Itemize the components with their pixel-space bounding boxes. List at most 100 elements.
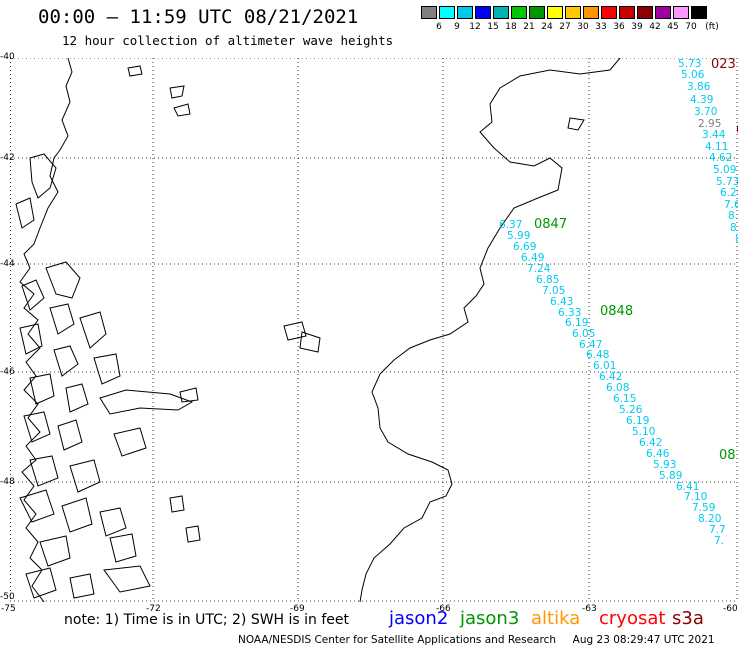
legend-swatch [529, 6, 545, 19]
legend-swatch [601, 6, 617, 19]
legend-label: 27 [559, 22, 571, 32]
satellite-jason2: jason2 [389, 608, 449, 629]
legend-label: 36 [613, 22, 625, 32]
legend-swatch [511, 6, 527, 19]
lat-label: -46 [0, 367, 15, 377]
legend-label: 70 [685, 22, 697, 32]
wave-height-value: 3.44 [702, 129, 726, 141]
lat-label: -50 [0, 592, 15, 602]
wave-height-value: 8. [728, 210, 738, 222]
lon-label: -72 [146, 604, 161, 614]
wave-height-value: 7. [714, 535, 724, 547]
pass-time-label: 0847 [534, 217, 567, 232]
legend-unit: (ft) [705, 22, 719, 32]
satellite-cryosat: cryosat [599, 608, 666, 629]
coastline-argentina [359, 58, 621, 602]
wave-height-value: 6.42 [639, 437, 662, 449]
graticule [10, 58, 738, 602]
credit-line: NOAA/NESDIS Center for Satellite Applica… [238, 634, 715, 646]
wave-height-value: 6.01 [593, 360, 616, 372]
legend-label: 42 [649, 22, 661, 32]
wave-height-value: 6.19 [626, 415, 649, 427]
map-title: 00:00 – 11:59 UTC 08/21/2021 [38, 6, 359, 28]
legend-label: 6 [436, 22, 442, 32]
legend-swatch [691, 6, 707, 19]
wave-height-value: 6.42 [599, 371, 622, 383]
legend-swatch [439, 6, 455, 19]
wave-height-labels: 5.735.063.864.393.702.953.444.114.625.09… [499, 58, 738, 547]
pass-time-label: 0 [736, 123, 738, 138]
wave-height-value: 6.19 [565, 317, 588, 329]
lat-label: -42 [0, 153, 15, 163]
wave-height-value: 6.05 [572, 328, 595, 340]
legend-swatch [475, 6, 491, 19]
legend-label: 30 [577, 22, 589, 32]
lat-label: -44 [0, 259, 15, 269]
legend-label: 33 [595, 22, 607, 32]
wave-height-value: 5.73 [678, 58, 701, 70]
pass-time-labels: 023 0 0847 0848 08 [534, 58, 738, 463]
lon-label: -66 [436, 604, 451, 614]
wave-height-value: 5.99 [507, 230, 530, 242]
wave-height-value: 8.20 [698, 513, 721, 525]
wave-height-value: 6.43 [550, 296, 573, 308]
lat-label: -40 [0, 52, 15, 62]
wave-height-value: 5.10 [632, 426, 655, 438]
legend-swatch [421, 6, 437, 19]
satellite-jason3: jason3 [460, 608, 520, 629]
legend-label: 15 [487, 22, 499, 32]
lon-label: -63 [582, 604, 597, 614]
footer-note: note: 1) Time is in UTC; 2) SWH is in fe… [64, 612, 350, 628]
wave-height-value: 6.48 [586, 349, 609, 361]
legend-swatch [655, 6, 671, 19]
wave-height-value: 7.24 [527, 263, 551, 275]
lon-label: -75 [1, 604, 16, 614]
legend-label: 24 [541, 22, 553, 32]
wave-height-value: 5.09 [713, 164, 736, 176]
legend-label: 9 [454, 22, 460, 32]
wave-height-value: 6.46 [646, 448, 670, 460]
wave-height-value: 3.70 [694, 106, 717, 118]
wave-height-value: 6.33 [558, 307, 581, 319]
wave-height-value: 2.95 [698, 118, 721, 130]
legend-swatch [673, 6, 689, 19]
wave-height-value: 6.47 [579, 339, 602, 351]
legend-swatch [619, 6, 635, 19]
wave-height-value: 6.85 [536, 274, 559, 286]
lon-label: -69 [290, 604, 305, 614]
coastline-chile [15, 58, 201, 602]
lat-label: -48 [0, 477, 15, 487]
wave-height-value: 7.10 [684, 491, 707, 503]
wave-height-value: 6.49 [521, 252, 544, 264]
wave-height-value: 5.93 [653, 459, 676, 471]
wave-height-value: 5.89 [659, 470, 682, 482]
wave-height-value: 7.59 [692, 502, 715, 514]
wave-height-value: 7.7 [709, 524, 726, 536]
wave-height-value: 6.26 [720, 187, 738, 199]
map-subtitle: 12 hour collection of altimeter wave hei… [62, 33, 394, 48]
lon-label: -60 [723, 604, 738, 614]
satellite-s3a: s3a [672, 608, 704, 629]
wave-height-value: 6.69 [513, 241, 536, 253]
legend-swatch [637, 6, 653, 19]
legend-swatch [583, 6, 599, 19]
wave-height-value: 3.86 [687, 81, 711, 93]
wave-height-value: 5.06 [681, 69, 705, 81]
legend-swatch [457, 6, 473, 19]
legend-swatch [493, 6, 509, 19]
legend-label: 12 [469, 22, 481, 32]
legend-swatch [565, 6, 581, 19]
map-panel: 5.735.063.864.393.702.953.444.114.625.09… [10, 58, 738, 602]
wave-height-value: 6.37 [499, 219, 522, 231]
legend-swatch [547, 6, 563, 19]
wave-height-value: 6.15 [613, 393, 636, 405]
wave-height-value: 4.39 [690, 94, 713, 106]
pass-time-label: 08 [719, 448, 736, 463]
inland-lakes [127, 65, 321, 403]
wave-height-value: 7.6 [724, 199, 738, 211]
legend-label: 21 [523, 22, 535, 32]
wave-height-value: 5.26 [619, 404, 643, 416]
wave-height-value: 8 [735, 233, 738, 245]
wave-height-value: 8 [730, 222, 737, 234]
wave-height-value: 4.11 [705, 141, 728, 153]
